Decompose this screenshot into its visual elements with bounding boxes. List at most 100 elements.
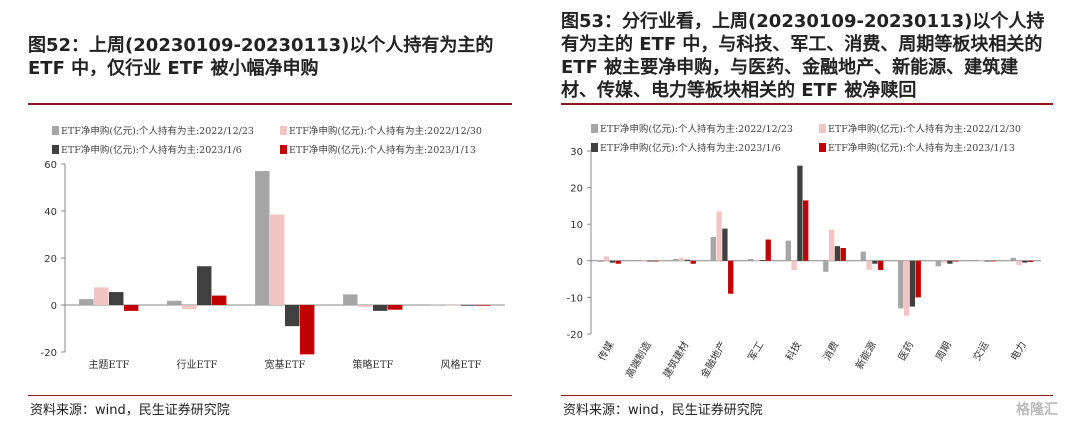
bar	[834, 246, 841, 261]
x-tick-label: 风格ETF	[441, 358, 482, 371]
legend-swatch	[280, 126, 287, 135]
bar	[123, 305, 139, 311]
legend-label: ETF净申购(亿元):个人持有为主:2023/1/6	[600, 142, 781, 154]
title-divider	[561, 103, 1053, 105]
bar	[358, 305, 373, 307]
bar	[79, 299, 94, 305]
bar	[285, 305, 300, 327]
bar	[684, 259, 691, 261]
legend-swatch	[591, 124, 598, 133]
bar	[840, 247, 846, 261]
y-tick-label: -20	[41, 348, 57, 359]
bar	[753, 259, 760, 261]
bar	[475, 305, 491, 306]
bar	[1022, 260, 1028, 263]
source-note: 资料来源：wind，民生证券研究院	[30, 403, 230, 418]
bar	[461, 305, 476, 306]
x-tick-label: 消费	[820, 339, 841, 363]
bar	[598, 260, 604, 262]
bar	[431, 304, 446, 306]
bar	[990, 260, 996, 262]
x-tick-label: 金融地产	[698, 339, 729, 380]
bar	[603, 256, 610, 261]
bar	[791, 260, 797, 270]
chart-title: 图53：分行业看，上周(20230109-20230113)以个人持有为主的 E…	[561, 11, 1045, 101]
bar	[1028, 260, 1034, 262]
bar	[690, 260, 696, 264]
bar	[167, 300, 182, 305]
y-tick-label: 30	[570, 147, 583, 158]
bar	[803, 200, 809, 261]
x-tick-label: 医药	[896, 340, 916, 363]
bar	[797, 165, 803, 261]
bar	[722, 228, 728, 261]
legend-label: ETF净申购(亿元):个人持有为主:2023/1/13	[289, 144, 476, 156]
bar	[1010, 257, 1016, 261]
bar	[759, 260, 766, 261]
bar	[109, 292, 124, 305]
y-tick-label: 20	[570, 184, 583, 195]
source-divider	[28, 395, 512, 396]
legend-swatch	[819, 124, 826, 133]
left-bar-chart: ETF净申购(亿元):个人持有为主:2022/12/23 ETF净申购(亿元):个…	[41, 125, 505, 371]
bar	[615, 260, 621, 264]
watermark-logo: 格隆汇	[1016, 402, 1058, 418]
y-tick-label: 10	[570, 220, 583, 231]
legend-swatch	[280, 145, 287, 154]
bar	[823, 260, 829, 272]
legend-label: ETF净申购(亿元):个人持有为主:2023/1/13	[828, 142, 1015, 154]
bar	[1016, 260, 1022, 266]
bar	[673, 258, 679, 261]
bar	[255, 171, 270, 305]
bar	[197, 266, 212, 305]
bar	[728, 260, 734, 294]
bar	[947, 260, 953, 264]
bar	[953, 260, 959, 262]
y-tick-label: -10	[567, 293, 583, 304]
source-divider	[561, 395, 1053, 396]
bar	[609, 260, 616, 263]
legend-label: ETF净申购(亿元):个人持有为主:2022/12/23	[600, 123, 793, 135]
y-tick-label: 0	[577, 257, 583, 268]
bar	[941, 260, 947, 263]
bar	[710, 237, 716, 261]
x-tick-label: 电力	[1008, 339, 1029, 363]
left-panel: 图52：上周(20230109-20230113)以个人持有为主的 ETF 中，…	[28, 35, 512, 418]
bar	[973, 260, 979, 261]
x-tick-label: 高端制造	[623, 339, 654, 380]
x-tick-label: 传媒	[596, 340, 616, 363]
bar	[343, 294, 358, 305]
x-tick-label: 策略ETF	[353, 358, 394, 371]
x-tick-label: 周期	[933, 340, 953, 363]
bar	[748, 258, 754, 261]
x-tick-label: 军工	[746, 340, 766, 363]
legend-swatch	[819, 143, 826, 152]
bar	[211, 295, 227, 305]
right-bar-chart: ETF净申购(亿元):个人持有为主:2022/12/23 ETF净申购(亿元):个…	[567, 123, 1041, 380]
bar	[860, 251, 866, 261]
legend-swatch	[52, 126, 59, 135]
bar	[635, 260, 641, 261]
bar	[828, 229, 835, 261]
bar	[978, 260, 985, 261]
legend-label: ETF净申购(亿元):个人持有为主:2022/12/30	[289, 125, 482, 137]
y-tick-label: 40	[44, 207, 57, 218]
y-tick-label: 60	[44, 160, 57, 171]
legend-label: ETF净申购(亿元):个人持有为主:2022/12/23	[61, 125, 254, 137]
x-tick-label: 科技	[783, 339, 804, 363]
bar	[935, 260, 941, 267]
bar	[641, 260, 647, 261]
bar	[94, 287, 109, 305]
bar	[903, 260, 910, 316]
legend-label: ETF净申购(亿元):个人持有为主:2023/1/6	[61, 144, 242, 156]
y-tick-label: 0	[51, 301, 57, 312]
bar	[785, 240, 791, 261]
legend-swatch	[52, 145, 59, 154]
bar	[872, 260, 878, 264]
bar	[898, 260, 904, 309]
bar	[373, 305, 388, 311]
bar	[984, 260, 991, 262]
bar	[878, 260, 884, 270]
bar	[299, 305, 315, 355]
bar	[915, 260, 921, 298]
